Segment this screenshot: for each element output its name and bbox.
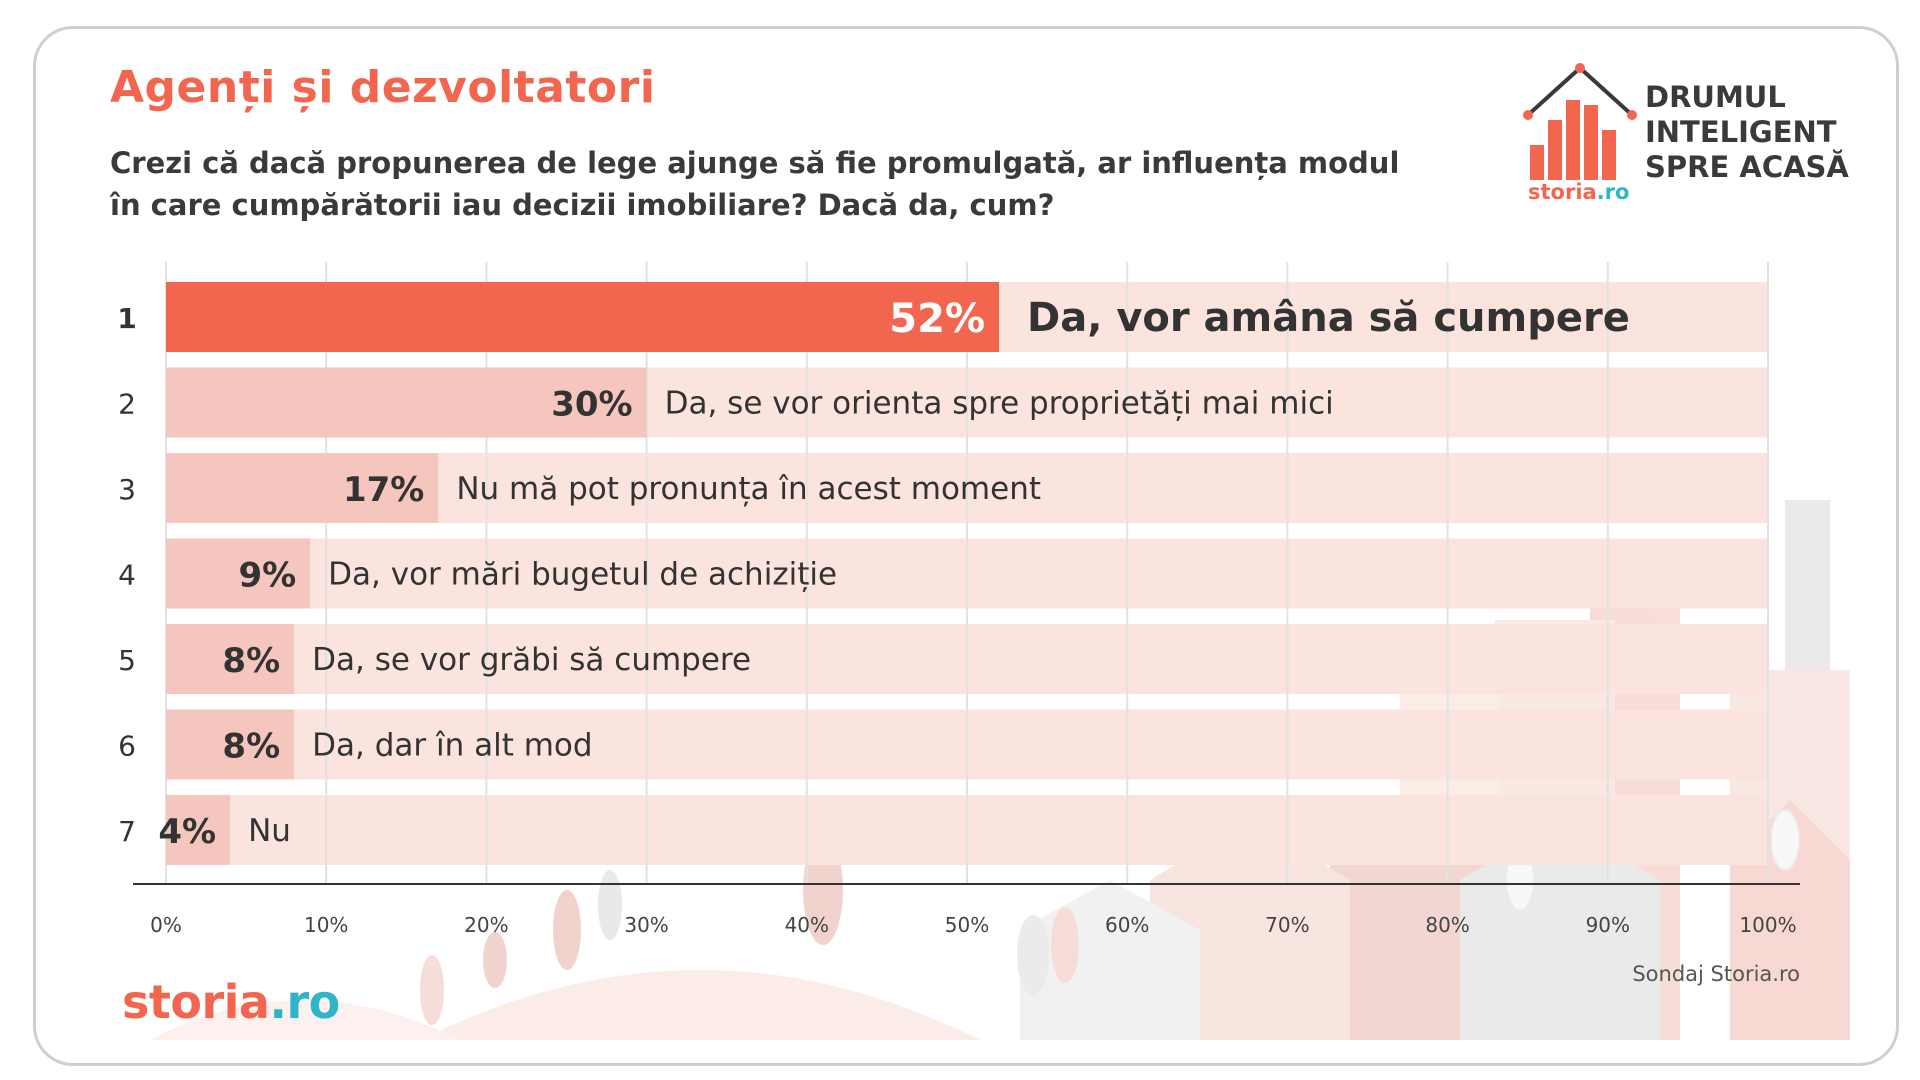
slogan-line-3: SPRE ACASĂ (1645, 150, 1849, 184)
slogan-line-2: INTELIGENT (1645, 115, 1837, 149)
bar (166, 538, 311, 609)
row-number-label: 2 (118, 388, 136, 421)
x-tick-label: 0% (150, 913, 182, 937)
bar-value-label: 8% (222, 641, 280, 681)
row-number-label: 1 (117, 302, 136, 335)
house-bars-icon (1523, 63, 1637, 180)
survey-question: Crezi că dacă propunerea de lege ajunge … (110, 146, 1400, 222)
x-tick-label: 40% (785, 913, 829, 937)
row-number-label: 4 (118, 559, 136, 592)
bar (166, 795, 231, 865)
x-tick-label: 10% (304, 913, 348, 937)
x-tick-label: 60% (1105, 913, 1149, 937)
row-number-label: 7 (118, 815, 136, 848)
slogan-line-1: DRUMUL (1645, 80, 1786, 114)
x-tick-label: 20% (464, 913, 508, 937)
bar-value-label: 17% (343, 470, 424, 510)
bar-category-label: Da, se vor orienta spre proprietăți mai … (665, 386, 1334, 422)
bar (166, 282, 1000, 352)
bar-value-label: 8% (222, 727, 280, 767)
bar-value-label: 9% (238, 556, 296, 596)
x-tick-label: 50% (945, 913, 989, 937)
bar (166, 453, 439, 523)
bar (166, 367, 647, 438)
row-number-label: 6 (118, 730, 136, 763)
bar-category-label: Da, vor mări bugetul de achiziție (328, 557, 837, 593)
source-note: Sondaj Storia.ro (1632, 962, 1800, 986)
row-number-label: 5 (118, 644, 136, 677)
x-tick-label: 100% (1739, 913, 1796, 937)
bar (166, 709, 295, 780)
storia-small-logo: storia.ro (1528, 180, 1630, 204)
bar-value-label: 30% (551, 385, 632, 425)
bar-category-label: Da, vor amâna să cumpere (1027, 295, 1630, 341)
bar (166, 624, 295, 694)
x-tick-label: 90% (1586, 913, 1630, 937)
bar-value-label: 52% (889, 296, 985, 342)
page-title: Agenți și dezvoltatori (110, 62, 656, 113)
x-tick-label: 80% (1425, 913, 1469, 937)
row-number-label: 3 (118, 473, 136, 506)
x-tick-label: 70% (1265, 913, 1309, 937)
bar-category-label: Nu (248, 813, 291, 849)
bar-category-label: Da, dar în alt mod (312, 728, 592, 764)
bar-category-label: Da, se vor grăbi să cumpere (312, 642, 751, 678)
bar-category-label: Nu mă pot pronunța în acest moment (456, 471, 1041, 507)
bar-value-label: 4% (158, 812, 216, 852)
campaign-slogan: DRUMUL INTELIGENT SPRE ACASĂ (1645, 80, 1849, 185)
x-tick-label: 30% (624, 913, 668, 937)
campaign-logo: DRUMUL INTELIGENT SPRE ACASĂ storia.ro (1520, 60, 1850, 210)
storia-logo: storia.ro (122, 975, 340, 1029)
